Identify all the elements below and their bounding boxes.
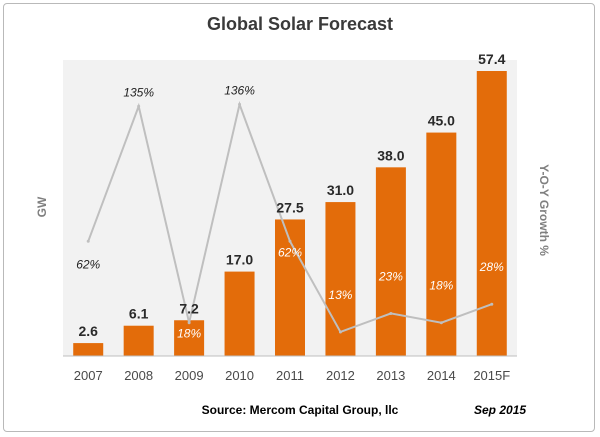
bar-2013 [375, 167, 406, 356]
growth-label-2012: 13% [328, 288, 352, 302]
growth-point-2013 [389, 311, 393, 315]
bar-value-label-2015F: 57.4 [478, 51, 505, 67]
x-tick-labels: 2007 2008 2009 2010 2011 2012 2013 2014 2015F [74, 368, 510, 383]
growth-label-2013: 23% [378, 269, 403, 283]
growth-point-2009 [187, 321, 191, 325]
growth-point-2012 [338, 330, 342, 334]
x-tick-2007: 2007 [74, 368, 103, 383]
bar-value-label-2013: 38.0 [377, 147, 404, 163]
bar-2009 [174, 320, 205, 356]
y-axis-title: GW [35, 196, 49, 217]
growth-label-2014: 18% [429, 279, 453, 293]
x-tick-2014: 2014 [427, 368, 456, 383]
growth-label-2010: 136% [224, 83, 255, 97]
x-tick-2012: 2012 [326, 368, 355, 383]
growth-point-2007 [86, 239, 90, 243]
chart-title: Global Solar Forecast [207, 14, 393, 34]
x-tick-2009: 2009 [175, 368, 204, 383]
bar-value-label-2009: 7.2 [179, 300, 199, 316]
growth-label-2008: 135% [123, 85, 154, 99]
date-note: Sep 2015 [474, 403, 526, 417]
labels-layer: 2.6 6.1 7.2 17.0 27.5 31.0 38.0 45.0 57.4 62% 135%… [76, 51, 505, 341]
growth-label-2015F: 28% [479, 260, 504, 274]
bar-2007 [73, 343, 104, 356]
x-tick-2010: 2010 [225, 368, 254, 383]
y2-axis-title: Y-O-Y Growth % [537, 164, 551, 256]
growth-point-2008 [137, 104, 141, 108]
x-tick-2013: 2013 [376, 368, 405, 383]
growth-label-2011: 62% [278, 245, 302, 259]
growth-point-2011 [288, 239, 292, 243]
source-note: Source: Mercom Capital Group, llc [202, 403, 399, 417]
x-tick-2008: 2008 [124, 368, 153, 383]
growth-label-2009: 18% [177, 327, 201, 341]
bar-2015F [476, 71, 507, 356]
bar-value-label-2008: 6.1 [129, 306, 149, 322]
x-tick-2011: 2011 [276, 368, 304, 383]
growth-point-2014 [439, 321, 443, 325]
bar-value-label-2011: 27.5 [276, 199, 303, 215]
bar-value-label-2014: 45.0 [428, 113, 455, 129]
bar-value-label-2012: 31.0 [327, 182, 354, 198]
x-tick-2015F: 2015F [473, 368, 510, 383]
bar-value-label-2010: 17.0 [226, 252, 253, 268]
bar-2010 [224, 271, 255, 356]
growth-line-layer [86, 100, 494, 334]
growth-point-2015F [490, 302, 494, 306]
bar-value-label-2007: 2.6 [78, 323, 98, 339]
bar-2008 [123, 325, 154, 356]
growth-point-2010 [238, 102, 242, 106]
growth-label-2007: 62% [76, 257, 100, 271]
